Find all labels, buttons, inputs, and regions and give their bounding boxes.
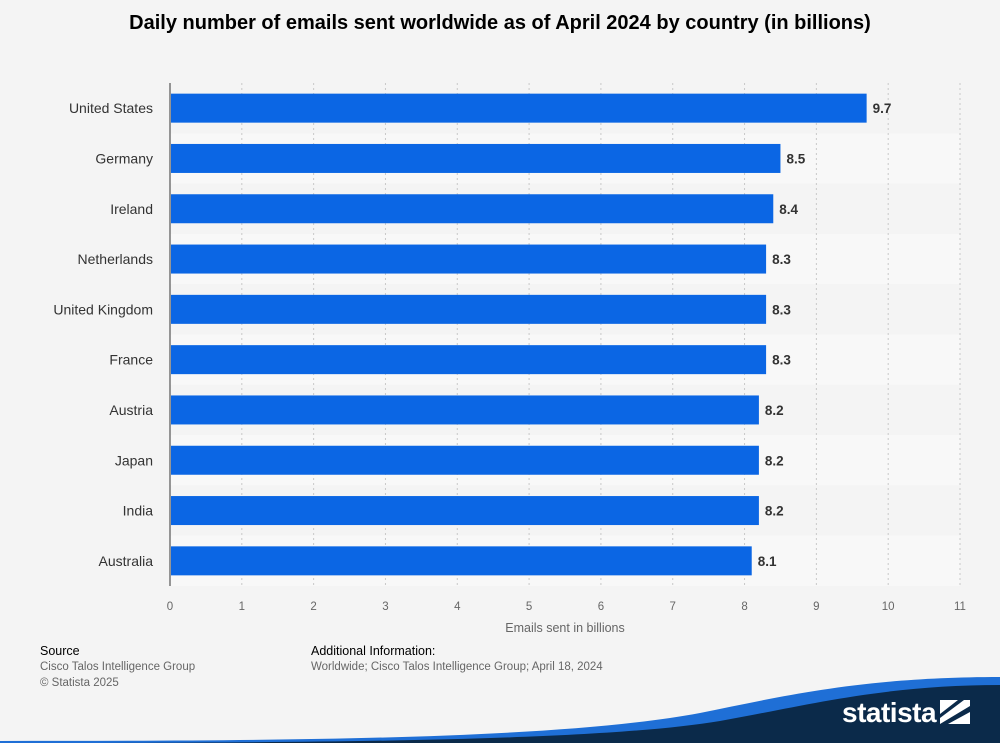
brand-wave bbox=[0, 677, 1000, 743]
category-label: Ireland bbox=[110, 201, 153, 217]
x-tick-label: 7 bbox=[670, 601, 676, 613]
category-label: Japan bbox=[115, 452, 153, 468]
additional-info-label: Additional Information: bbox=[311, 644, 436, 658]
category-label: Germany bbox=[95, 150, 153, 166]
x-axis-label: Emails sent in billions bbox=[505, 621, 625, 635]
bar bbox=[171, 194, 774, 224]
x-tick-label: 9 bbox=[813, 601, 819, 613]
x-tick-label: 8 bbox=[741, 601, 747, 613]
data-label: 8.3 bbox=[772, 353, 791, 368]
source-line-2: © Statista 2025 bbox=[40, 677, 119, 689]
category-label: France bbox=[109, 352, 153, 368]
x-tick-label: 6 bbox=[598, 601, 604, 613]
source-line-1: Cisco Talos Intelligence Group bbox=[40, 661, 196, 673]
bar bbox=[171, 93, 867, 123]
category-label: Austria bbox=[109, 402, 153, 418]
x-tick-label: 10 bbox=[882, 601, 895, 613]
x-tick-label: 11 bbox=[954, 601, 966, 613]
statista-logo-text: statista bbox=[842, 697, 937, 728]
category-label: India bbox=[123, 503, 154, 519]
x-tick-label: 3 bbox=[382, 601, 388, 613]
data-label: 8.4 bbox=[779, 202, 798, 217]
bar bbox=[171, 294, 767, 324]
data-label: 8.2 bbox=[765, 504, 784, 519]
bar bbox=[171, 395, 759, 425]
source-label: Source bbox=[40, 644, 80, 658]
data-label: 8.2 bbox=[765, 453, 784, 468]
additional-info-text: Worldwide; Cisco Talos Intelligence Grou… bbox=[311, 661, 603, 673]
data-label: 8.3 bbox=[772, 252, 791, 267]
source-block: Source Cisco Talos Intelligence Group © … bbox=[40, 643, 195, 691]
data-label: 8.3 bbox=[772, 302, 791, 317]
category-label: United States bbox=[69, 100, 153, 116]
bar bbox=[171, 546, 752, 576]
x-tick-label: 4 bbox=[454, 601, 461, 613]
category-label: Australia bbox=[99, 553, 154, 569]
bar bbox=[171, 445, 759, 475]
chart-title: Daily number of emails sent worldwide as… bbox=[129, 12, 871, 34]
statista-logo-icon bbox=[940, 700, 970, 724]
x-tick-label: 1 bbox=[239, 601, 245, 613]
x-tick-label: 5 bbox=[526, 601, 532, 613]
bar bbox=[171, 345, 767, 375]
x-tick-label: 2 bbox=[310, 601, 316, 613]
bar-chart: United States 9.7 Germany 8.5 Ireland 8.4 Neth… bbox=[53, 83, 966, 635]
x-tick-label: 0 bbox=[167, 601, 173, 613]
data-label: 8.2 bbox=[765, 403, 784, 418]
bar bbox=[171, 143, 781, 173]
data-label: 9.7 bbox=[873, 101, 892, 116]
bar bbox=[171, 496, 759, 526]
bar bbox=[171, 244, 767, 274]
data-label: 8.5 bbox=[786, 151, 805, 166]
additional-info-block: Additional Information: Worldwide; Cisco… bbox=[311, 643, 603, 675]
data-label: 8.1 bbox=[758, 554, 777, 569]
category-label: Netherlands bbox=[78, 251, 154, 267]
category-label: United Kingdom bbox=[53, 301, 153, 317]
